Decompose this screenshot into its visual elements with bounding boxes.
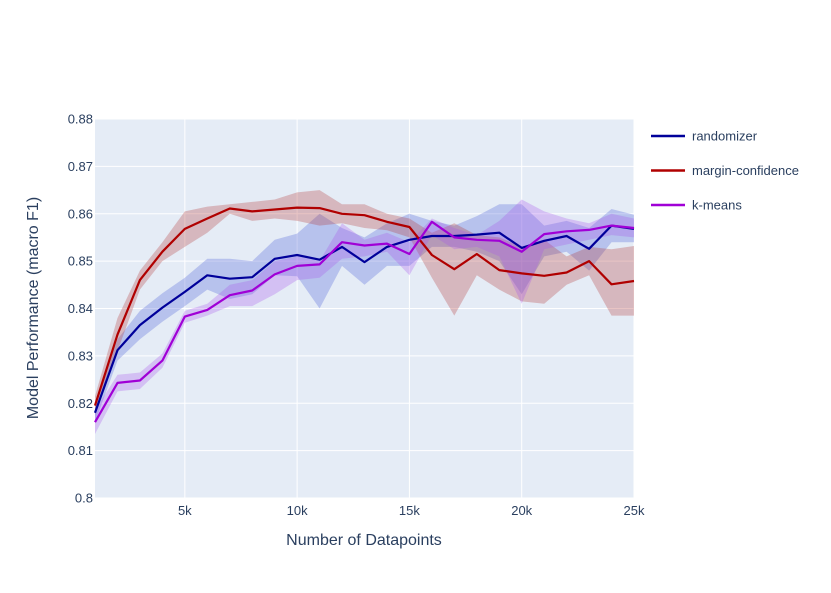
randomizer-line <box>93 224 635 414</box>
series-lines <box>93 206 635 423</box>
y-tick-label: 0.8 <box>75 491 93 506</box>
y-axis-title: Model Performance (macro F1) <box>25 197 42 419</box>
x-tick-label: 25k <box>624 503 645 518</box>
margin-confidence-confidence-band <box>95 190 634 416</box>
legend-item-margin-confidence[interactable]: margin-confidence <box>651 163 799 178</box>
x-tick-label: 10k <box>287 503 308 518</box>
x-tick-label: 20k <box>511 503 532 518</box>
x-tick-label: 15k <box>399 503 420 518</box>
y-tick-label: 0.87 <box>68 159 93 174</box>
y-tick-label: 0.85 <box>68 254 93 269</box>
randomizer-confidence-band <box>95 204 634 423</box>
y-tick-label: 0.88 <box>68 112 93 127</box>
k-means-line <box>94 220 635 423</box>
x-axis-title: Number of Datapoints <box>286 532 442 549</box>
legend[interactable]: randomizer margin-confidence k-means <box>651 129 799 213</box>
x-tick-label: 5k <box>178 503 192 518</box>
legend-label: margin-confidence <box>692 163 799 178</box>
legend-item-randomizer[interactable]: randomizer <box>651 129 758 144</box>
margin-confidence-line <box>93 206 635 406</box>
y-tick-label: 0.82 <box>68 396 93 411</box>
x-axis-ticks: 5k 10k 15k 20k 25k <box>178 503 645 518</box>
legend-item-k-means[interactable]: k-means <box>651 198 742 213</box>
legend-label: randomizer <box>692 129 758 144</box>
y-tick-label: 0.86 <box>68 206 93 221</box>
legend-label: k-means <box>692 198 742 213</box>
y-tick-label: 0.81 <box>68 443 93 458</box>
y-tick-label: 0.84 <box>68 301 93 316</box>
y-axis-ticks: 0.8 0.81 0.82 0.83 0.84 0.85 0.86 0.87 0.88 <box>68 112 93 506</box>
y-tick-label: 0.83 <box>68 348 93 363</box>
